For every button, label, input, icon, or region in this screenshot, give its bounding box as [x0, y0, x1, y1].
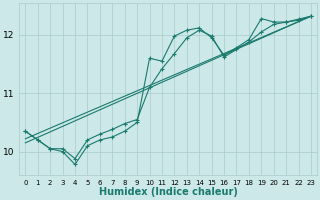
X-axis label: Humidex (Indice chaleur): Humidex (Indice chaleur): [99, 187, 238, 197]
